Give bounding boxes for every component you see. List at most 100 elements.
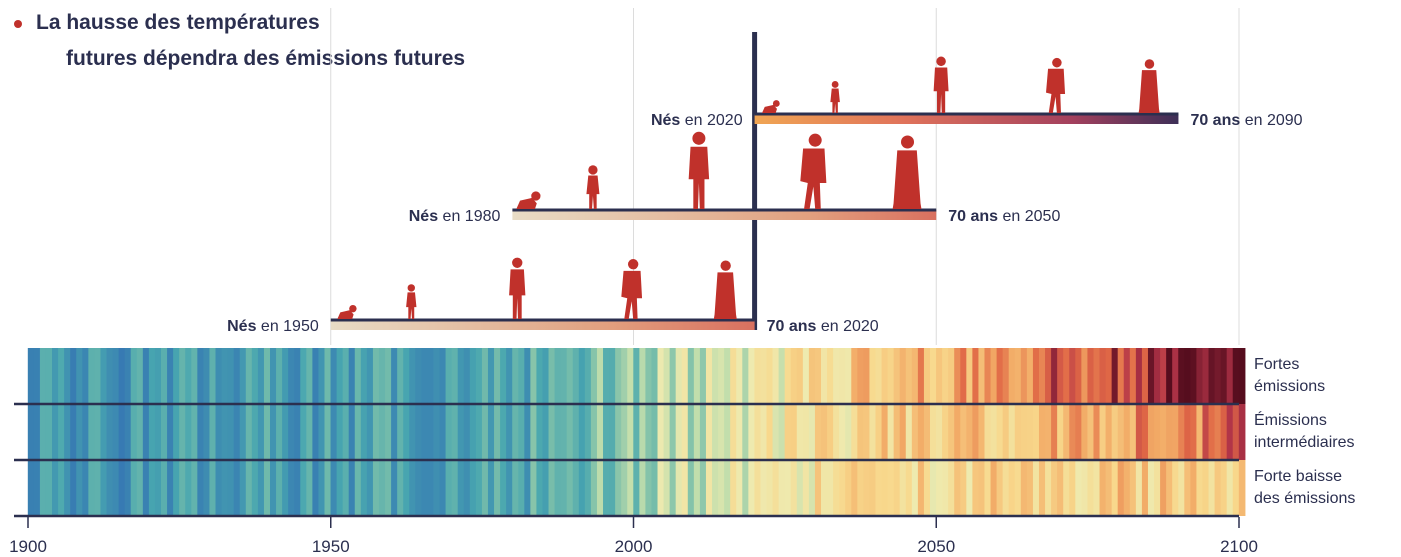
stripe-low-1980 (512, 460, 519, 516)
stripe-low-2050 (936, 460, 943, 516)
stripe-intermediate-1903 (45, 404, 53, 460)
stripe-high-2065 (1026, 348, 1034, 404)
stripe-low-1947 (312, 460, 320, 516)
stripe-intermediate-2065 (1026, 404, 1034, 460)
stripe-low-1908 (76, 460, 83, 516)
stripe-high-1941 (276, 348, 283, 404)
stripe-high-1919 (142, 348, 150, 404)
scenario-label-low-line-1: Forte baisse (1254, 468, 1342, 485)
stripe-low-1923 (167, 460, 174, 516)
stripe-high-2080 (1117, 348, 1125, 404)
stripe-high-2008 (681, 348, 689, 404)
stripe-intermediate-1975 (481, 404, 489, 460)
stripe-low-1974 (475, 460, 483, 516)
stripe-low-1999 (627, 460, 634, 516)
stripe-low-2002 (645, 460, 653, 516)
stripe-high-2039 (869, 348, 877, 404)
stripe-intermediate-1923 (167, 404, 174, 460)
stripe-low-2000 (633, 460, 640, 516)
stripe-intermediate-2031 (821, 404, 828, 460)
stripe-intermediate-2076 (1093, 404, 1101, 460)
older-adult-head-icon (808, 133, 822, 147)
stripe-high-2012 (705, 348, 713, 404)
stripe-low-2068 (1045, 460, 1052, 516)
stripe-high-2040 (875, 348, 883, 404)
stripe-intermediate-1955 (360, 404, 368, 460)
stripe-intermediate-1992 (584, 404, 592, 460)
stripe-intermediate-1936 (245, 404, 253, 460)
stripe-high-1958 (378, 348, 386, 404)
stripe-low-1966 (427, 460, 435, 516)
stripe-low-2071 (1063, 460, 1070, 516)
stripe-intermediate-2039 (869, 404, 877, 460)
stripe-low-2006 (669, 460, 677, 516)
stripe-low-2069 (1051, 460, 1058, 516)
stripe-low-2055 (966, 460, 973, 516)
stripe-intermediate-1951 (336, 404, 344, 460)
stripe-high-1981 (518, 348, 525, 404)
stripe-low-2041 (881, 460, 889, 516)
stripe-intermediate-2022 (766, 404, 774, 460)
older-adult-body-icon (800, 148, 827, 209)
stripe-low-2078 (1105, 460, 1113, 516)
stripe-low-2083 (1135, 460, 1143, 516)
stripe-intermediate-2099 (1232, 404, 1240, 460)
stripe-low-1993 (590, 460, 598, 516)
stripe-low-2046 (911, 460, 919, 516)
stripe-intermediate-2062 (1008, 404, 1016, 460)
stripe-low-2059 (990, 460, 998, 516)
stripe-low-1929 (203, 460, 211, 516)
stripe-low-2009 (687, 460, 695, 516)
stripe-high-2022 (766, 348, 774, 404)
stripe-high-1949 (324, 348, 332, 404)
stripe-intermediate-2067 (1038, 404, 1046, 460)
stripe-intermediate-1920 (148, 404, 156, 460)
baby-head-icon (531, 191, 541, 201)
stripe-low-1906 (64, 460, 71, 516)
lifespan-age-label-2050: 70 ans en 2050 (948, 208, 1060, 225)
stripe-low-2079 (1111, 460, 1119, 516)
stripe-intermediate-2016 (730, 404, 737, 460)
stripe-low-1920 (148, 460, 156, 516)
stripe-intermediate-1910 (88, 404, 95, 460)
stripe-intermediate-1965 (421, 404, 428, 460)
stripe-high-1918 (136, 348, 144, 404)
stripe-low-2087 (1160, 460, 1167, 516)
elderly-head-icon (720, 260, 731, 271)
stripe-low-2005 (663, 460, 671, 516)
stripe-high-2030 (814, 348, 822, 404)
stripe-intermediate-2073 (1075, 404, 1082, 460)
stripe-high-2045 (905, 348, 913, 404)
stripe-high-2058 (984, 348, 992, 404)
stripe-high-2081 (1123, 348, 1131, 404)
stripe-high-1930 (209, 348, 217, 404)
stripe-intermediate-2096 (1214, 404, 1222, 460)
stripe-intermediate-1971 (457, 404, 465, 460)
stripe-high-1905 (58, 348, 65, 404)
stripe-high-2041 (881, 348, 889, 404)
scenario-label-low-line-2: des émissions (1254, 490, 1355, 507)
stripe-high-2083 (1135, 348, 1143, 404)
stripe-high-2004 (657, 348, 665, 404)
stripe-intermediate-1981 (518, 404, 525, 460)
stripe-intermediate-1990 (572, 404, 580, 460)
people-silhouettes-2020 (762, 56, 1160, 113)
stripe-high-1923 (167, 348, 174, 404)
stripe-low-1936 (245, 460, 253, 516)
stripe-high-2091 (1184, 348, 1191, 404)
stripe-low-1932 (221, 460, 229, 516)
stripe-low-1910 (88, 460, 95, 516)
stripe-high-1901 (33, 348, 41, 404)
adult-head-icon (512, 257, 523, 268)
stripe-intermediate-2000 (633, 404, 640, 460)
stripe-intermediate-2019 (748, 404, 755, 460)
stripe-high-1924 (173, 348, 180, 404)
stripe-high-1969 (445, 348, 453, 404)
stripe-high-2096 (1214, 348, 1222, 404)
stripe-high-2098 (1226, 348, 1234, 404)
older-adult-body-icon (621, 270, 643, 319)
stripe-high-2077 (1099, 348, 1107, 404)
stripe-high-2046 (911, 348, 919, 404)
stripe-low-2077 (1099, 460, 1107, 516)
stripe-high-2015 (724, 348, 731, 404)
